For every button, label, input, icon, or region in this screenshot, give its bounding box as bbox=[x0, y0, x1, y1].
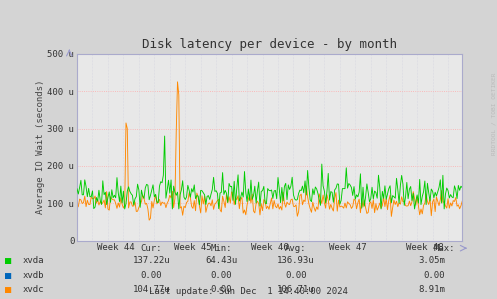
Text: RRDTOOL / TOBI OETIKER: RRDTOOL / TOBI OETIKER bbox=[491, 72, 496, 155]
Text: 0.00: 0.00 bbox=[141, 271, 163, 280]
Text: 137.22u: 137.22u bbox=[133, 256, 170, 265]
Text: 0.00: 0.00 bbox=[210, 271, 232, 280]
Text: ■: ■ bbox=[5, 256, 11, 266]
Text: ■: ■ bbox=[5, 285, 11, 295]
Text: Cur:: Cur: bbox=[141, 244, 163, 253]
Text: xvdb: xvdb bbox=[22, 271, 44, 280]
Text: ■: ■ bbox=[5, 271, 11, 280]
Text: Last update: Sun Dec  1 14:40:00 2024: Last update: Sun Dec 1 14:40:00 2024 bbox=[149, 287, 348, 296]
Text: Min:: Min: bbox=[210, 244, 232, 253]
Text: Max:: Max: bbox=[434, 244, 456, 253]
Text: 136.93u: 136.93u bbox=[277, 256, 315, 265]
Text: 8.91m: 8.91m bbox=[418, 285, 445, 294]
Text: 0.00: 0.00 bbox=[210, 285, 232, 294]
Text: 64.43u: 64.43u bbox=[205, 256, 237, 265]
Text: Avg:: Avg: bbox=[285, 244, 307, 253]
Text: 3.05m: 3.05m bbox=[418, 256, 445, 265]
Text: xvda: xvda bbox=[22, 256, 44, 265]
Text: 104.77u: 104.77u bbox=[133, 285, 170, 294]
Text: xvdc: xvdc bbox=[22, 285, 44, 294]
Y-axis label: Average IO Wait (seconds): Average IO Wait (seconds) bbox=[36, 80, 45, 214]
Text: 0.00: 0.00 bbox=[285, 271, 307, 280]
Text: 0.00: 0.00 bbox=[423, 271, 445, 280]
Text: 106.71u: 106.71u bbox=[277, 285, 315, 294]
Title: Disk latency per device - by month: Disk latency per device - by month bbox=[142, 38, 397, 51]
